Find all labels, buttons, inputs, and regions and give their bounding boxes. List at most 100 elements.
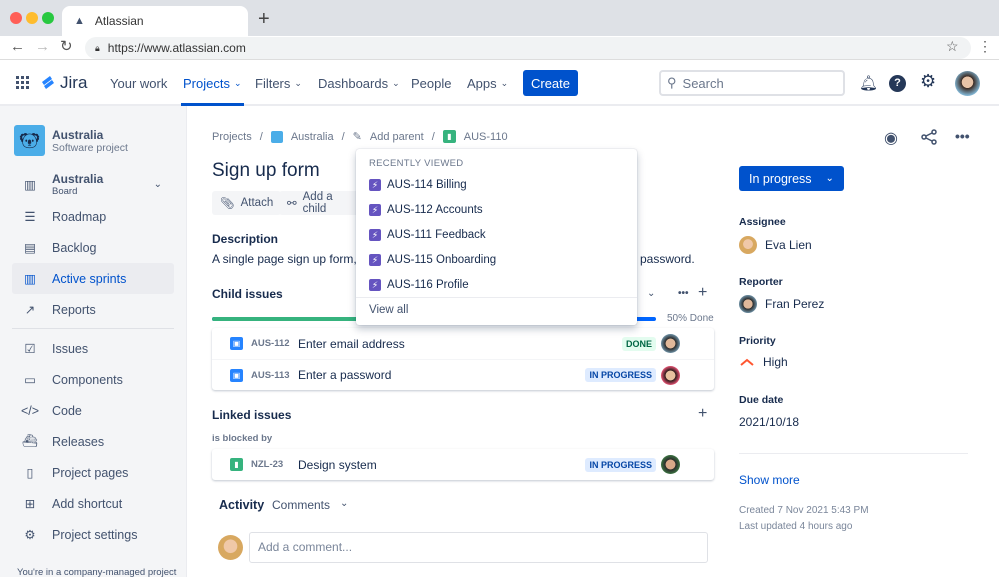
issue-row[interactable]: ▮ NZL-23 Design system IN PROGRESS	[212, 449, 714, 480]
show-more-link[interactable]: Show more	[739, 473, 800, 487]
epic-bolt-icon: ⚡︎	[369, 179, 381, 191]
tab-title: Atlassian	[94, 14, 144, 28]
status-badge[interactable]: IN PROGRESS	[585, 368, 656, 382]
jira-logo[interactable]: Jira	[40, 73, 87, 93]
recent-item[interactable]: ⚡︎ AUS-116 Profile	[369, 279, 469, 291]
recent-item[interactable]: ⚡︎ AUS-111 Feedback	[369, 229, 486, 241]
nav-filters[interactable]: Filters ⌄	[255, 75, 302, 91]
activity-filter-dropdown[interactable]: Comments ⌄	[272, 498, 349, 512]
search-icon: ⚲	[667, 75, 677, 90]
sidebar-item-label: Add shortcut	[52, 496, 123, 511]
nav-apps[interactable]: Apps ⌄	[467, 75, 509, 91]
status-dropdown-button[interactable]: In progress ⌄	[739, 166, 844, 191]
breadcrumb-add-parent[interactable]: Add parent	[369, 130, 424, 143]
breadcrumb-project[interactable]: Australia	[290, 130, 334, 143]
add-linked-issue-icon[interactable]: +	[698, 405, 708, 422]
sidebar-item-label: Code	[52, 403, 82, 418]
progress-bar-fill	[212, 317, 434, 321]
reporter-field[interactable]: Fran Perez	[739, 295, 824, 313]
atlassian-logo-icon: ▲	[74, 15, 85, 27]
assignee-field[interactable]: Eva Lien	[739, 236, 812, 254]
create-button[interactable]: Create	[523, 70, 578, 96]
close-window-button[interactable]	[10, 12, 22, 24]
back-icon[interactable]: ←	[10, 38, 25, 55]
sidebar-divider	[12, 328, 174, 329]
watch-eye-icon[interactable]: ◉	[884, 130, 898, 147]
nav-people[interactable]: People	[411, 75, 452, 91]
breadcrumb-projects[interactable]: Projects	[212, 130, 252, 143]
assignee-avatar[interactable]	[661, 334, 680, 353]
assignee-avatar[interactable]	[661, 455, 680, 474]
browser-tab[interactable]: ▲ Atlassian	[62, 6, 248, 36]
sidebar-item-reports[interactable]: ↗ Reports	[12, 294, 174, 325]
recent-item[interactable]: ⚡︎ AUS-114 Billing	[369, 179, 467, 191]
paperclip-icon: 📎︎	[220, 198, 235, 210]
new-tab-button[interactable]: +	[258, 8, 270, 30]
assignee-avatar[interactable]	[661, 365, 680, 385]
issue-summary[interactable]: Enter email address	[298, 336, 405, 351]
more-actions-icon[interactable]: •••	[955, 128, 970, 144]
nav-projects[interactable]: Projects ⌄	[181, 60, 244, 106]
sidebar-item-project-settings[interactable]: ⚙ Project settings	[12, 519, 174, 550]
add-child-button[interactable]: ⚯ Add a child	[279, 191, 359, 215]
project-type: Software project	[52, 142, 128, 154]
issue-key[interactable]: NZL-23	[251, 459, 284, 470]
chevron-down-icon[interactable]: ⌄	[647, 288, 656, 299]
help-icon[interactable]: ?	[889, 75, 906, 92]
recent-item[interactable]: ⚡︎ AUS-112 Accounts	[369, 204, 483, 216]
sidebar-footer-note: You're in a company-managed project	[17, 567, 177, 578]
sidebar-item-label: Backlog	[52, 240, 97, 255]
recent-item[interactable]: ⚡︎ AUS-115 Onboarding	[369, 254, 496, 266]
share-icon[interactable]	[921, 129, 937, 145]
activity-heading: Activity	[219, 498, 265, 512]
forward-icon[interactable]: →	[35, 38, 50, 55]
attach-button[interactable]: 📎︎ Attach	[212, 191, 282, 215]
notifications-bell-icon[interactable]: 🔔︎	[859, 75, 879, 92]
issue-row[interactable]: ▣ AUS-113 Enter a password IN PROGRESS	[212, 359, 714, 390]
sidebar-item-roadmap[interactable]: ☰ Roadmap	[12, 201, 174, 232]
issue-title[interactable]: Sign up form	[212, 160, 320, 181]
search-input[interactable]: ⚲ Search	[659, 70, 845, 96]
task-icon: ▣	[230, 337, 243, 350]
due-date-field[interactable]: 2021/10/18	[739, 415, 800, 429]
browser-menu-icon[interactable]: ⋮	[978, 38, 992, 54]
child-more-icon[interactable]: •••	[678, 288, 689, 299]
breadcrumb-issue-key[interactable]: AUS-110	[463, 130, 508, 143]
chevron-down-icon: ⌄	[153, 179, 162, 190]
sidebar-item-label: Project pages	[52, 465, 129, 480]
minimize-window-button[interactable]	[26, 12, 38, 24]
nav-dashboards[interactable]: Dashboards ⌄	[318, 75, 400, 91]
add-child-issue-icon[interactable]: +	[698, 284, 708, 301]
issue-key[interactable]: AUS-113	[251, 369, 290, 381]
sidebar-item-code[interactable]: </> Code	[12, 395, 174, 426]
maximize-window-button[interactable]	[42, 12, 54, 24]
sidebar-item-backlog[interactable]: ▤ Backlog	[12, 232, 174, 263]
bookmark-star-icon[interactable]: ☆	[946, 38, 959, 54]
view-all-link[interactable]: View all	[369, 304, 409, 316]
sidebar-item-add-shortcut[interactable]: ⊞ Add shortcut	[12, 488, 174, 519]
priority-field[interactable]: High	[739, 355, 788, 369]
roadmap-icon: ☰	[24, 210, 36, 224]
comment-input[interactable]: Add a comment...	[249, 532, 708, 563]
nav-your-work[interactable]: Your work	[110, 75, 168, 91]
status-badge[interactable]: DONE	[621, 336, 656, 351]
description-text[interactable]: A single page sign up form,	[212, 252, 357, 266]
sidebar-item-issues[interactable]: ☑ Issues	[12, 333, 174, 364]
sidebar-item-label: Reports	[52, 302, 96, 317]
lock-icon: 🔒︎	[95, 42, 100, 53]
reload-icon[interactable]: ↻	[60, 38, 73, 55]
settings-gear-icon[interactable]: ⚙	[920, 71, 937, 91]
sidebar-item-active-sprints[interactable]: ▥ Active sprints	[12, 263, 174, 294]
url-field[interactable]: 🔒︎ https://www.atlassian.com	[85, 37, 971, 59]
sidebar-item-components[interactable]: ▭ Components	[12, 364, 174, 395]
app-switcher-icon[interactable]	[16, 76, 30, 90]
status-badge[interactable]: IN PROGRESS	[585, 457, 656, 472]
sidebar-item-project-pages[interactable]: ▯ Project pages	[12, 457, 174, 488]
sidebar-board-switcher[interactable]: ▥ Australia Board ⌄	[12, 169, 174, 200]
user-avatar[interactable]	[955, 71, 980, 96]
issue-summary[interactable]: Enter a password	[298, 368, 392, 382]
issue-summary[interactable]: Design system	[298, 457, 377, 472]
issue-key[interactable]: AUS-112	[251, 338, 290, 349]
sidebar-item-releases[interactable]: ⛴ Releases	[12, 426, 174, 457]
issue-row[interactable]: ▣ AUS-112 Enter email address DONE	[212, 328, 714, 359]
